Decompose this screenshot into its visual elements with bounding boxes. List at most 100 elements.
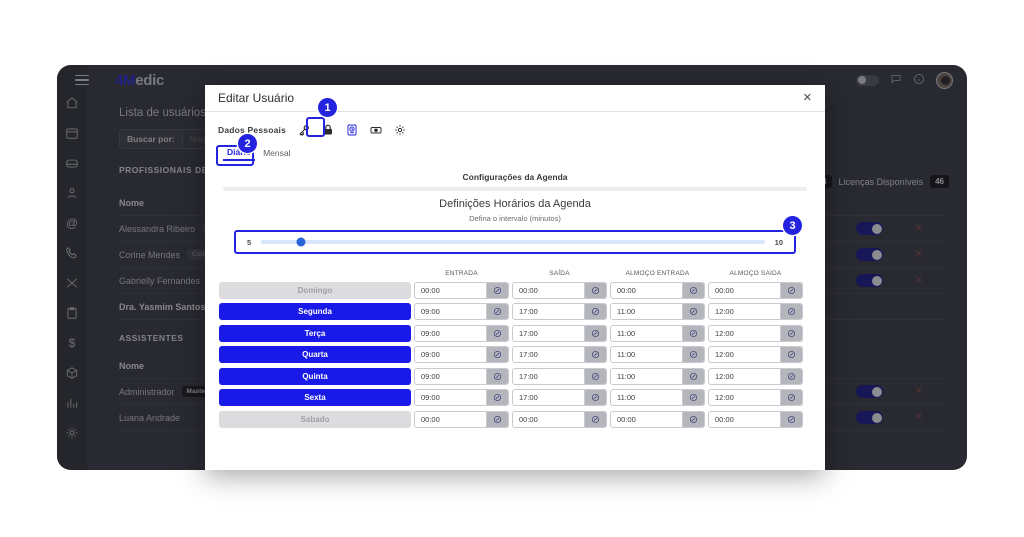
subtab-diario[interactable]: Diário	[223, 145, 256, 161]
user-icon[interactable]	[64, 185, 80, 201]
time-cell[interactable]: 00:00	[708, 410, 803, 428]
day-button-2[interactable]: Terça	[219, 324, 411, 342]
time-cell[interactable]: 12:00	[708, 367, 803, 385]
time-cell[interactable]: 17:00	[512, 324, 607, 342]
time-cell[interactable]: 09:00	[414, 389, 509, 406]
card-icon[interactable]	[369, 123, 382, 136]
close-icon[interactable]: ✕	[802, 91, 812, 104]
row-delete-icon[interactable]: ✕	[914, 249, 923, 260]
time-cell[interactable]: 00:00	[512, 410, 607, 428]
tab-dados-pessoais[interactable]: Dados Pessoais	[218, 124, 286, 135]
clock-picker-icon[interactable]	[486, 282, 508, 298]
time-cell[interactable]: 17:00	[512, 367, 607, 385]
clock-picker-icon[interactable]	[486, 368, 508, 384]
row-delete-icon[interactable]: ✕	[914, 386, 923, 397]
time-cell[interactable]: 17:00	[512, 346, 607, 363]
clock-document-icon[interactable]	[345, 123, 358, 136]
clock-picker-icon[interactable]	[584, 390, 606, 405]
row-toggle[interactable]	[856, 385, 883, 398]
inbox-icon[interactable]	[64, 155, 80, 171]
clock-picker-icon[interactable]	[682, 282, 704, 298]
clock-picker-icon[interactable]	[780, 411, 802, 427]
clock-picker-icon[interactable]	[584, 411, 606, 427]
calendar-icon[interactable]	[64, 125, 80, 141]
chart-icon[interactable]	[64, 395, 80, 411]
day-button-0[interactable]: Domingo	[219, 281, 411, 299]
clock-picker-icon[interactable]	[682, 347, 704, 362]
row-toggle[interactable]	[856, 274, 883, 287]
clock-picker-icon[interactable]	[780, 325, 802, 341]
clock-picker-icon[interactable]	[682, 368, 704, 384]
shuffle-icon[interactable]	[64, 275, 80, 291]
clock-picker-icon[interactable]	[682, 325, 704, 341]
interval-slider[interactable]: 5 10	[233, 229, 797, 255]
time-cell[interactable]: 12:00	[708, 303, 803, 320]
time-cell[interactable]: 09:00	[414, 303, 509, 320]
slider-track[interactable]	[261, 237, 765, 247]
time-cell[interactable]: 09:00	[414, 324, 509, 342]
time-cell[interactable]: 17:00	[512, 389, 607, 406]
chat-icon[interactable]	[890, 73, 902, 88]
theme-toggle[interactable]	[856, 74, 879, 86]
time-cell[interactable]: 00:00	[414, 281, 509, 299]
time-cell[interactable]: 11:00	[610, 324, 705, 342]
avatar[interactable]	[936, 71, 953, 89]
clock-picker-icon[interactable]	[486, 347, 508, 362]
clock-picker-icon[interactable]	[780, 347, 802, 362]
clock-picker-icon[interactable]	[584, 304, 606, 319]
day-button-5[interactable]: Sexta	[219, 389, 411, 406]
clipboard-icon[interactable]	[64, 305, 80, 321]
row-delete-icon[interactable]: ✕	[914, 275, 923, 286]
row-toggle[interactable]	[856, 411, 883, 424]
time-cell[interactable]: 00:00	[708, 281, 803, 299]
clock-picker-icon[interactable]	[780, 390, 802, 405]
time-cell[interactable]: 00:00	[512, 281, 607, 299]
clock-picker-icon[interactable]	[780, 304, 802, 319]
clock-picker-icon[interactable]	[584, 347, 606, 362]
time-cell[interactable]: 11:00	[610, 303, 705, 320]
time-cell[interactable]: 09:00	[414, 346, 509, 363]
menu-toggle-icon[interactable]	[75, 74, 89, 86]
subtab-mensal[interactable]: Mensal	[263, 148, 291, 158]
clock-picker-icon[interactable]	[584, 325, 606, 341]
phone-icon[interactable]	[64, 245, 80, 261]
time-cell[interactable]: 12:00	[708, 389, 803, 406]
clock-picker-icon[interactable]	[682, 411, 704, 427]
gear-icon[interactable]	[393, 123, 406, 136]
row-delete-icon[interactable]: ✕	[914, 412, 923, 423]
day-button-6[interactable]: Sabado	[219, 410, 411, 428]
day-button-4[interactable]: Quinta	[219, 367, 411, 385]
row-delete-icon[interactable]: ✕	[914, 223, 923, 234]
clock-picker-icon[interactable]	[584, 368, 606, 384]
time-cell[interactable]: 17:00	[512, 303, 607, 320]
time-cell[interactable]: 11:00	[610, 389, 705, 406]
time-cell[interactable]: 00:00	[610, 281, 705, 299]
time-cell[interactable]: 12:00	[708, 346, 803, 363]
box-icon[interactable]	[64, 365, 80, 381]
time-cell[interactable]: 09:00	[414, 367, 509, 385]
clock-picker-icon[interactable]	[486, 304, 508, 319]
time-cell[interactable]: 00:00	[610, 410, 705, 428]
clock-picker-icon[interactable]	[682, 390, 704, 405]
settings-icon[interactable]	[64, 425, 80, 441]
clock-picker-icon[interactable]	[780, 368, 802, 384]
row-toggle[interactable]	[856, 222, 883, 235]
dollar-icon[interactable]: $	[68, 336, 76, 350]
clock-picker-icon[interactable]	[682, 304, 704, 319]
clock-picker-icon[interactable]	[584, 282, 606, 298]
clock-picker-icon[interactable]	[780, 282, 802, 298]
day-button-3[interactable]: Quarta	[219, 346, 411, 363]
clock-picker-icon[interactable]	[486, 411, 508, 427]
slider-thumb[interactable]	[296, 237, 306, 247]
home-icon[interactable]	[64, 95, 80, 111]
row-toggle[interactable]	[856, 248, 883, 261]
time-cell[interactable]: 11:00	[610, 346, 705, 363]
clock-picker-icon[interactable]	[486, 390, 508, 405]
time-cell[interactable]: 11:00	[610, 367, 705, 385]
day-button-1[interactable]: Segunda	[219, 303, 411, 320]
time-cell[interactable]: 12:00	[708, 324, 803, 342]
lock-icon[interactable]	[321, 123, 334, 136]
help-icon[interactable]	[913, 73, 925, 88]
at-icon[interactable]: @	[65, 216, 79, 230]
clock-picker-icon[interactable]	[486, 325, 508, 341]
